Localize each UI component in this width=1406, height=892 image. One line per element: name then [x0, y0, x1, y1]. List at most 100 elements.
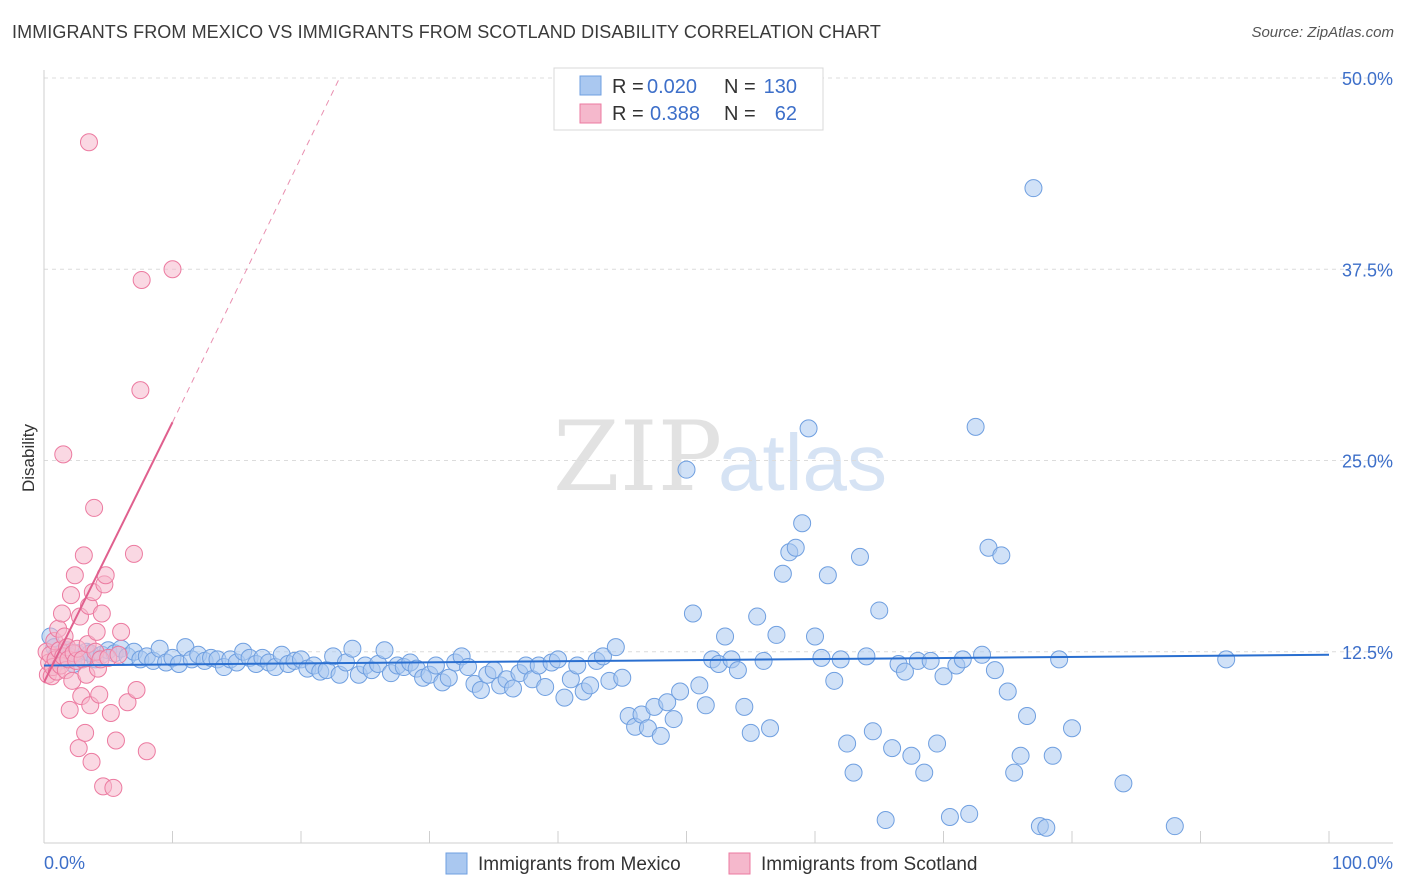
mexico-point: [1018, 707, 1037, 726]
mexico-point: [960, 804, 979, 823]
mexico-point: [812, 648, 831, 667]
mexico-point: [651, 726, 670, 745]
mexico-point: [940, 807, 959, 826]
mexico-point: [536, 677, 555, 696]
mexico-point: [998, 682, 1017, 701]
scotland-point: [109, 645, 128, 664]
mexico-point: [818, 566, 837, 585]
mexico-point: [728, 661, 747, 680]
mexico-point: [1114, 774, 1133, 793]
mexico-point: [735, 697, 754, 716]
mexico-point: [844, 763, 863, 782]
scotland-point: [137, 742, 156, 761]
source-label: Source: ZipAtlas.com: [1251, 24, 1394, 41]
scotland-point: [163, 260, 182, 279]
mexico-point: [793, 514, 812, 533]
legend-swatch-scotland: [579, 103, 602, 124]
mexico-point: [741, 723, 760, 742]
legend-n-value-1: 130: [764, 76, 797, 98]
scotland-point: [60, 700, 79, 719]
mexico-point: [716, 627, 735, 646]
mexico-point: [876, 811, 895, 830]
scotland-trend-line: [43, 421, 174, 683]
mexico-point: [581, 676, 600, 695]
mexico-point: [857, 647, 876, 666]
scotland-point: [79, 133, 98, 152]
mexico-point: [690, 676, 709, 695]
mexico-point: [504, 679, 523, 698]
scotland-point: [69, 739, 88, 758]
scotland-point: [52, 604, 71, 623]
mexico-point: [825, 671, 844, 690]
mexico-point: [1043, 746, 1062, 765]
mexico-trend-line: [43, 653, 1330, 667]
mexico-point: [921, 651, 940, 670]
legend-r-value-2: 0.388: [650, 103, 700, 125]
series-legend-swatch-mexico: [445, 852, 468, 875]
scotland-point: [124, 544, 143, 563]
mexico-point: [1005, 763, 1024, 782]
scotland-point: [61, 586, 80, 605]
mexico-point: [1011, 746, 1030, 765]
mexico-point: [1037, 818, 1056, 837]
scotland-point: [85, 498, 104, 517]
mexico-point: [1063, 719, 1081, 738]
y-tick-label: 12.5%: [1342, 643, 1393, 663]
watermark: ZIP atlas: [553, 401, 887, 513]
legend-r-value-1: 0.020: [647, 76, 697, 98]
mexico-point: [883, 739, 902, 758]
mexico-point: [664, 710, 683, 729]
scotland-point: [90, 685, 109, 704]
mexico-point: [1024, 179, 1043, 198]
y-tick-label: 25.0%: [1342, 452, 1393, 472]
legend-n-label-2: N =: [724, 103, 756, 125]
mexico-point: [985, 661, 1004, 680]
mexico-point: [966, 417, 985, 436]
mexico-point: [658, 693, 677, 712]
y-axis-labels: 12.5% 25.0% 37.5% 50.0%: [1342, 69, 1393, 663]
mexico-point: [786, 538, 805, 557]
mexico-point: [1050, 650, 1069, 669]
mexico-point: [613, 668, 632, 687]
mexico-point: [928, 734, 947, 753]
legend-n-value-2: 62: [775, 103, 797, 125]
mexico-point: [761, 719, 780, 738]
scotland-point: [106, 731, 125, 750]
mexico-point: [806, 627, 824, 646]
x-axis-ticks: [172, 831, 1330, 843]
mexico-point: [426, 656, 445, 675]
trend-lines: [43, 77, 1330, 683]
scotland-point: [127, 681, 146, 699]
series-legend: Immigrants from Mexico Immigrants from S…: [445, 852, 977, 875]
mexico-point: [754, 651, 773, 670]
mexico-point: [671, 682, 690, 701]
scotland-point: [101, 703, 120, 722]
mexico-point: [992, 546, 1011, 565]
mexico-point: [375, 641, 394, 660]
scotland-point: [132, 270, 151, 289]
legend-n-label-1: N =: [724, 76, 756, 98]
mexico-point: [953, 650, 972, 669]
mexico-point: [606, 638, 625, 657]
scotland-point: [76, 723, 95, 742]
mexico-point: [439, 668, 458, 687]
gridlines: [44, 77, 1393, 653]
y-tick-label: 37.5%: [1342, 260, 1393, 280]
mexico-point: [870, 601, 889, 620]
series-legend-swatch-scotland: [728, 852, 751, 875]
mexico-point: [555, 688, 574, 707]
scotland-series: [37, 133, 182, 797]
legend-swatch-mexico: [579, 75, 602, 96]
mexico-point: [838, 734, 857, 753]
mexico-point: [1165, 817, 1184, 836]
mexico-point: [696, 696, 715, 715]
mexico-point: [863, 722, 882, 741]
watermark-zip: ZIP: [553, 401, 722, 513]
scotland-point: [65, 566, 84, 585]
scotland-point: [112, 622, 131, 641]
chart-title: IMMIGRANTS FROM MEXICO VS IMMIGRANTS FRO…: [12, 22, 881, 42]
x-tick-label-min: 0.0%: [44, 853, 85, 873]
scotland-point: [104, 778, 123, 797]
scotland-point: [131, 381, 150, 400]
